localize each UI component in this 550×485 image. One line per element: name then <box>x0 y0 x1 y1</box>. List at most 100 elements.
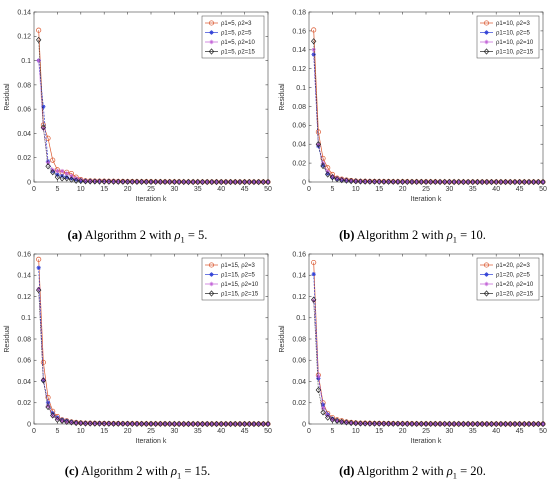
data-point-c-2-4 <box>55 416 60 421</box>
legend-marker-glyph-d-3 <box>483 290 490 297</box>
data-point-a-3-40 <box>223 178 229 186</box>
data-point-b-2-47 <box>531 179 536 185</box>
data-point-b-0-0 <box>311 27 317 33</box>
data-point-d-3-29 <box>446 420 453 428</box>
data-point-b-3-10 <box>357 178 364 185</box>
data-point-b-3-49 <box>540 178 546 186</box>
data-point-d-2-39 <box>494 421 499 427</box>
data-point-b-3-18 <box>395 178 401 185</box>
data-point-b-3-11 <box>362 178 368 185</box>
y-tick-label-b-2: 0.04 <box>292 142 306 149</box>
data-point-d-3-46 <box>526 420 532 428</box>
x-tick-label-a-0: 0 <box>32 186 36 193</box>
series-line-d-3 <box>313 299 543 425</box>
y-tick-label-b-5: 0.1 <box>296 85 306 92</box>
x-tick-label-c-7: 35 <box>194 428 202 435</box>
data-point-a-3-4 <box>54 174 61 181</box>
x-tick-label-c-0: 0 <box>32 428 36 435</box>
data-point-d-3-28 <box>442 420 448 428</box>
data-point-c-0-0 <box>36 256 42 262</box>
data-point-c-3-42 <box>232 420 238 428</box>
legend-marker-glyph-c-0 <box>208 262 215 268</box>
x-tick-label-c-9: 45 <box>241 428 249 435</box>
data-point-a-2-26 <box>158 179 163 184</box>
y-tick-label-b-7: 0.14 <box>292 47 306 54</box>
legend-marker-glyph-a-3 <box>208 48 215 55</box>
y-tick-label-c-8: 0.16 <box>17 251 31 258</box>
data-point-d-2-29 <box>447 421 452 427</box>
data-point-d-3-14 <box>376 420 382 427</box>
data-point-b-3-3 <box>325 171 331 178</box>
data-point-d-1-0 <box>311 271 316 277</box>
legend-marker-b-1 <box>484 30 489 35</box>
data-point-b-2-7 <box>344 177 349 183</box>
y-tick-label-a-3: 0.06 <box>17 107 31 114</box>
data-point-a-3-18 <box>120 178 126 185</box>
data-point-d-2-0 <box>311 298 316 303</box>
data-point-a-2-10 <box>83 178 88 183</box>
data-point-b-2-0 <box>311 47 316 52</box>
data-point-b-2-8 <box>348 178 354 183</box>
data-point-d-3-12 <box>367 420 373 427</box>
x-tick-label-c-2: 10 <box>77 428 85 435</box>
legend-marker-a-0 <box>208 20 215 26</box>
data-point-a-2-41 <box>228 179 233 185</box>
series-markers-c-3 <box>36 286 271 428</box>
x-tick-label-a-10: 50 <box>264 186 272 193</box>
data-point-c-3-2 <box>45 403 51 411</box>
data-point-c-1-2 <box>45 400 51 405</box>
y-tick-label-c-5: 0.1 <box>21 315 31 322</box>
data-point-d-2-42 <box>508 421 513 427</box>
data-point-c-3-19 <box>124 420 131 427</box>
legend-label-d-1: ρ1=20, ρ2=5 <box>496 273 531 279</box>
data-point-b-3-5 <box>334 176 340 183</box>
data-point-a-3-35 <box>199 178 206 186</box>
chart-panel-a: 0 5 10 15 20 25 30 35 40 45 50 0 0.02 0.04 0.06 0.08 0.1… <box>0 0 275 244</box>
y-tick-label-c-1: 0.02 <box>17 400 31 407</box>
legend-marker-glyph-d-0 <box>483 262 490 268</box>
legend-marker-glyph-c-1 <box>209 272 214 277</box>
data-point-a-3-26 <box>157 178 164 186</box>
caption-b: (b) Algorithm 2 with ρ1 = 10. <box>339 228 486 245</box>
data-point-c-3-34 <box>195 420 201 428</box>
data-point-d-2-44 <box>517 421 522 427</box>
x-tick-label-b-7: 35 <box>469 186 477 193</box>
data-point-b-3-0 <box>311 38 317 45</box>
y-tick-label-c-6: 0.12 <box>17 294 31 301</box>
x-tick-label-d-6: 30 <box>446 428 454 435</box>
data-point-d-2-43 <box>512 421 518 427</box>
data-point-b-2-9 <box>353 178 358 184</box>
x-tick-label-c-6: 30 <box>171 428 179 435</box>
x-tick-label-c-10: 50 <box>264 428 272 435</box>
data-point-a-3-17 <box>115 178 121 185</box>
data-point-b-2-46 <box>526 179 532 185</box>
data-point-a-2-13 <box>97 178 102 184</box>
x-tick-label-d-2: 10 <box>352 428 360 435</box>
legend-label-b-3: ρ1=10, ρ2=15 <box>496 50 534 56</box>
data-point-a-3-41 <box>227 178 234 186</box>
x-tick-label-c-1: 5 <box>55 428 59 435</box>
data-point-d-2-18 <box>395 421 401 426</box>
data-point-d-2-13 <box>372 421 377 426</box>
x-axis-label-c: Iteration k <box>136 438 167 445</box>
data-point-d-3-26 <box>432 420 439 428</box>
legend-marker-glyph-a-2 <box>209 39 214 45</box>
y-tick-label-d-5: 0.1 <box>296 315 306 322</box>
x-axis-label-b: Iteration k <box>411 196 442 203</box>
data-point-c-2-18 <box>120 421 126 426</box>
data-point-a-2-39 <box>219 179 224 185</box>
data-point-d-3-16 <box>385 420 392 427</box>
residual-chart-a: 0 5 10 15 20 25 30 35 40 45 50 0 0.02 0.04 0.06 0.08 0.1… <box>4 9 272 203</box>
data-point-c-3-30 <box>176 420 182 428</box>
caption-d: (d) Algorithm 2 with ρ1 = 20. <box>339 464 486 481</box>
data-point-c-3-12 <box>92 420 98 427</box>
data-point-a-2-5 <box>59 168 65 174</box>
y-tick-label-a-6: 0.12 <box>17 34 31 41</box>
x-tick-label-a-1: 5 <box>55 186 59 193</box>
data-point-b-3-26 <box>432 178 439 186</box>
data-point-d-3-40 <box>498 420 504 428</box>
data-point-c-3-22 <box>138 420 145 427</box>
data-point-c-3-27 <box>162 420 168 428</box>
chart-panel-c: 0 5 10 15 20 25 30 35 40 45 50 0 0.02 0.04 0.06 0.08 0.1… <box>0 242 275 484</box>
x-tick-label-d-0: 0 <box>307 428 311 435</box>
